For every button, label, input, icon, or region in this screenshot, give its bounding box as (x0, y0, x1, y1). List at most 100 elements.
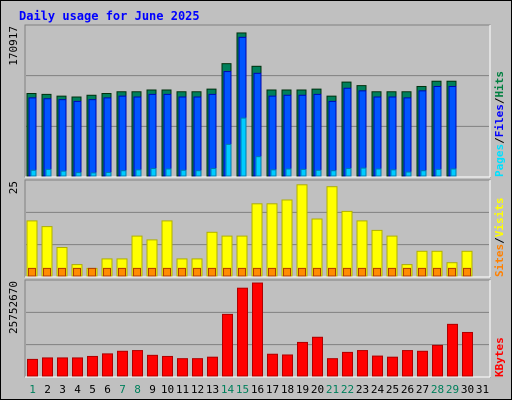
bar-files-day-20 (313, 93, 322, 177)
x-tick-label: 13 (206, 383, 219, 396)
bar-files-day-7 (118, 95, 127, 177)
bar-kbytes-day-3 (57, 357, 68, 377)
bar-files-day-10 (163, 93, 172, 177)
bar-pages-day-28 (435, 168, 442, 177)
bar-files-day-1 (28, 97, 37, 177)
bar-kbytes-day-11 (177, 358, 188, 377)
bar-visits-day-23 (356, 220, 368, 277)
legend-separator: / (493, 97, 506, 104)
bar-files-day-6 (103, 97, 112, 177)
bar-kbytes-day-17 (267, 353, 278, 377)
bar-files-day-8 (133, 96, 142, 177)
bar-kbytes-day-9 (147, 354, 158, 377)
bar-kbytes-day-5 (87, 355, 98, 377)
bar-sites-day-23 (358, 267, 366, 277)
bar-pages-day-29 (450, 168, 457, 177)
bar-files-day-13 (208, 93, 217, 177)
bar-sites-day-11 (178, 267, 186, 277)
x-tick-label: 6 (104, 383, 111, 396)
x-tick-label: 24 (371, 383, 385, 396)
bar-visits-day-22 (341, 210, 353, 277)
legend-separator: / (493, 137, 506, 144)
bar-kbytes-day-22 (342, 351, 353, 377)
bar-pages-day-6 (105, 171, 112, 177)
legend-entry: Hits (493, 71, 506, 98)
bar-kbytes-day-13 (207, 356, 218, 377)
bar-sites-day-15 (238, 267, 246, 277)
bar-files-day-19 (298, 94, 307, 177)
bar-pages-day-20 (315, 169, 322, 177)
chart-panels: 170917Pages/Files/Hits25Sites/Visits2575… (7, 24, 506, 378)
bar-sites-day-6 (103, 267, 111, 277)
bar-pages-day-25 (390, 169, 397, 177)
bar-visits-day-20 (311, 218, 323, 277)
bar-sites-day-24 (373, 267, 381, 277)
y-max-label: 25752670 (7, 281, 20, 334)
bar-sites-day-25 (388, 267, 396, 277)
bar-kbytes-day-10 (162, 355, 173, 377)
x-tick-label: 21 (326, 383, 339, 396)
bar-sites-day-29 (448, 267, 456, 277)
bar-sites-day-10 (163, 267, 171, 277)
bar-sites-day-9 (148, 267, 156, 277)
x-tick-label: 31 (476, 383, 489, 396)
bar-pages-day-7 (120, 170, 127, 177)
bar-kbytes-day-15 (237, 287, 248, 377)
bar-sites-day-17 (268, 267, 276, 277)
bar-kbytes-day-30 (462, 331, 473, 377)
bar-pages-day-14 (225, 143, 232, 177)
bar-kbytes-day-18 (282, 354, 293, 377)
bar-files-day-22 (343, 87, 352, 177)
x-tick-label: 1 (29, 383, 36, 396)
bar-kbytes-day-28 (432, 344, 443, 377)
bar-sites-day-4 (73, 267, 81, 277)
bar-sites-day-19 (298, 267, 306, 277)
legend-visits-sites: Sites/Visits (493, 198, 506, 278)
bar-files-day-5 (88, 99, 97, 177)
x-tick-label: 8 (134, 383, 141, 396)
bar-sites-day-8 (133, 267, 141, 277)
bar-sites-day-21 (328, 267, 336, 277)
bar-pages-day-27 (420, 170, 427, 177)
x-tick-label: 12 (191, 383, 204, 396)
x-tick-label: 29 (446, 383, 459, 396)
x-tick-label: 16 (251, 383, 264, 396)
bar-files-day-2 (43, 98, 52, 177)
bar-kbytes-day-8 (132, 350, 143, 377)
legend-entry: Pages (493, 144, 506, 177)
panel-visits-sites: 25 Sites/Visits (7, 179, 506, 278)
bar-sites-day-2 (43, 267, 51, 277)
bar-files-day-21 (328, 100, 337, 177)
bar-visits-day-1 (26, 220, 38, 277)
bar-kbytes-day-2 (42, 357, 53, 377)
bar-kbytes-day-7 (117, 350, 128, 377)
legend-entry: Sites (493, 244, 506, 277)
bar-pages-day-4 (75, 172, 82, 177)
bar-kbytes-day-4 (72, 357, 83, 377)
bar-sites-day-28 (433, 267, 441, 277)
bar-pages-day-23 (360, 167, 367, 177)
bar-kbytes-day-6 (102, 353, 113, 377)
legend-entry: Visits (493, 198, 506, 238)
bar-kbytes-day-14 (222, 313, 233, 377)
bar-pages-day-21 (330, 170, 337, 177)
bar-sites-day-13 (208, 267, 216, 277)
x-tick-label: 3 (59, 383, 66, 396)
bar-files-day-11 (178, 96, 187, 177)
bar-pages-day-8 (135, 169, 142, 177)
bar-files-day-3 (58, 99, 67, 177)
bar-files-day-29 (448, 85, 457, 177)
bar-files-day-4 (73, 100, 82, 177)
bar-visits-day-10 (161, 220, 173, 277)
bar-files-day-9 (148, 93, 157, 177)
bar-pages-day-5 (90, 172, 97, 177)
bar-kbytes-day-29 (447, 323, 458, 377)
bar-pages-day-1 (30, 169, 37, 177)
bar-kbytes-day-25 (387, 356, 398, 377)
x-tick-label: 5 (89, 383, 96, 396)
bar-kbytes-day-23 (357, 350, 368, 377)
bar-files-day-23 (358, 90, 367, 177)
bar-pages-day-12 (195, 170, 202, 177)
bar-sites-day-5 (88, 267, 96, 277)
